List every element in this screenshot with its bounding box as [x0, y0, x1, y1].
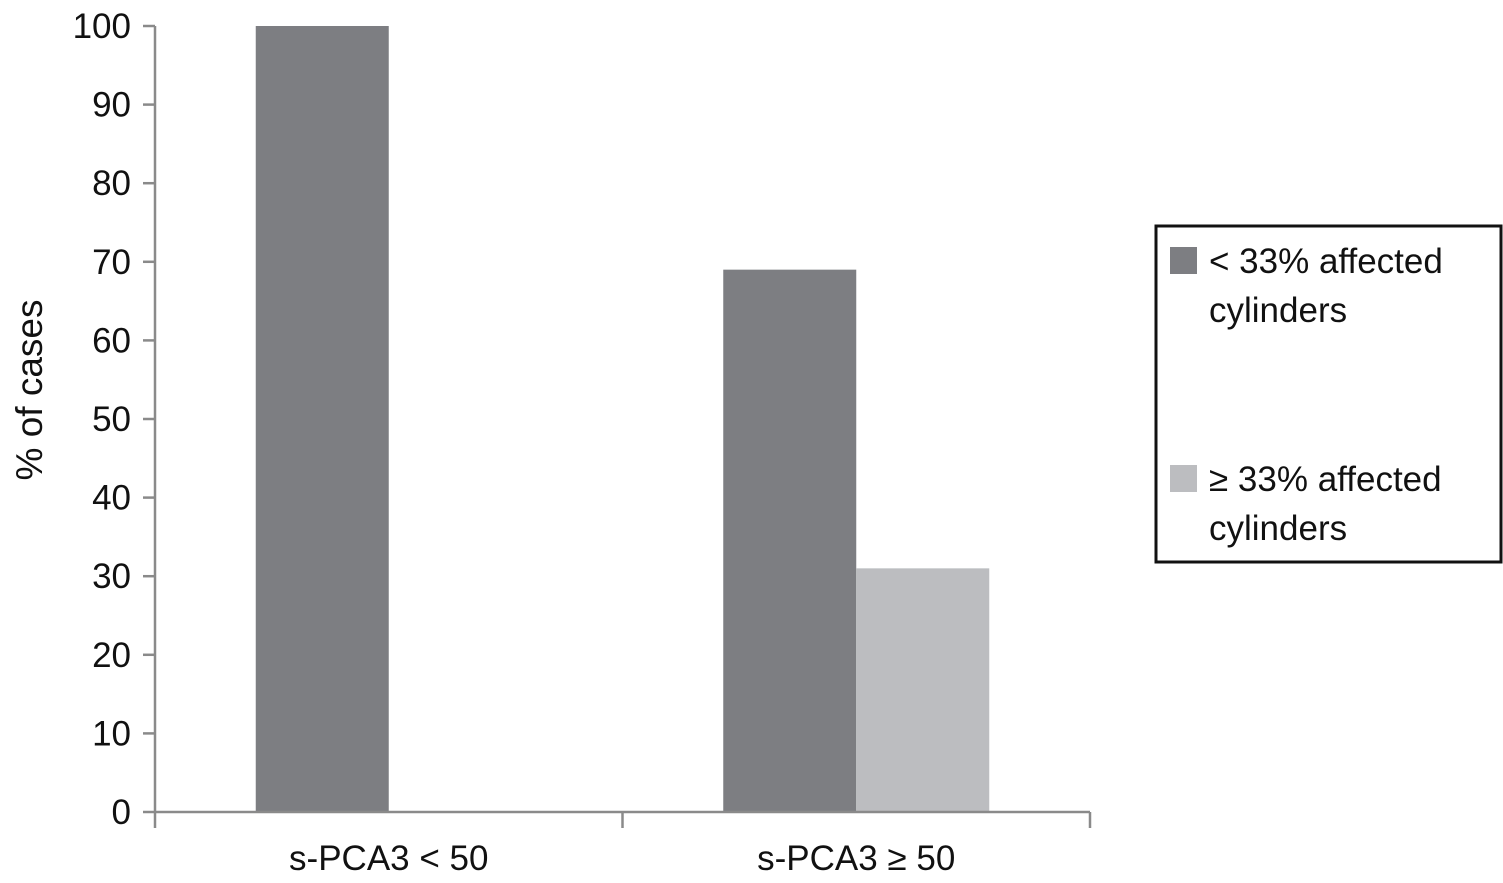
y-tick-label: 20: [92, 636, 131, 675]
y-tick-label: 30: [92, 557, 131, 596]
legend-label: cylinders: [1209, 509, 1347, 548]
y-tick-label: 100: [73, 7, 131, 46]
y-tick-label: 80: [92, 164, 131, 203]
bar-1-series-1: [255, 26, 389, 812]
y-tick-label: 70: [92, 243, 131, 282]
y-tick-label: 60: [92, 321, 131, 360]
y-axis-title: % of cases: [9, 300, 50, 481]
x-tick-label: s-PCA3 ≥ 50: [757, 839, 955, 878]
legend-swatch: [1170, 465, 1197, 492]
y-tick-label: 0: [112, 793, 131, 832]
x-tick-label: s-PCA3 < 50: [289, 839, 488, 878]
bar-2-series-1: [723, 269, 857, 812]
legend-label: < 33% affected: [1209, 242, 1443, 281]
y-tick-label: 10: [92, 714, 131, 753]
legend-box: [1154, 224, 1503, 564]
plot-area: s-PCA3 < 50 s-PCA3 ≥ 50 0 10 20 30 40 50 60 70 80 9…: [73, 7, 1092, 878]
legend-swatch: [1170, 247, 1197, 274]
legend-label: cylinders: [1209, 291, 1347, 330]
y-tick-label: 40: [92, 479, 131, 518]
y-tick-label: 90: [92, 86, 131, 125]
bar-2-series-2: [856, 568, 990, 812]
legend: < 33% affected cylinders ≥ 33% affected cyl…: [1154, 224, 1503, 564]
legend-label: ≥ 33% affected: [1209, 460, 1442, 499]
y-tick-label: 50: [92, 400, 131, 439]
